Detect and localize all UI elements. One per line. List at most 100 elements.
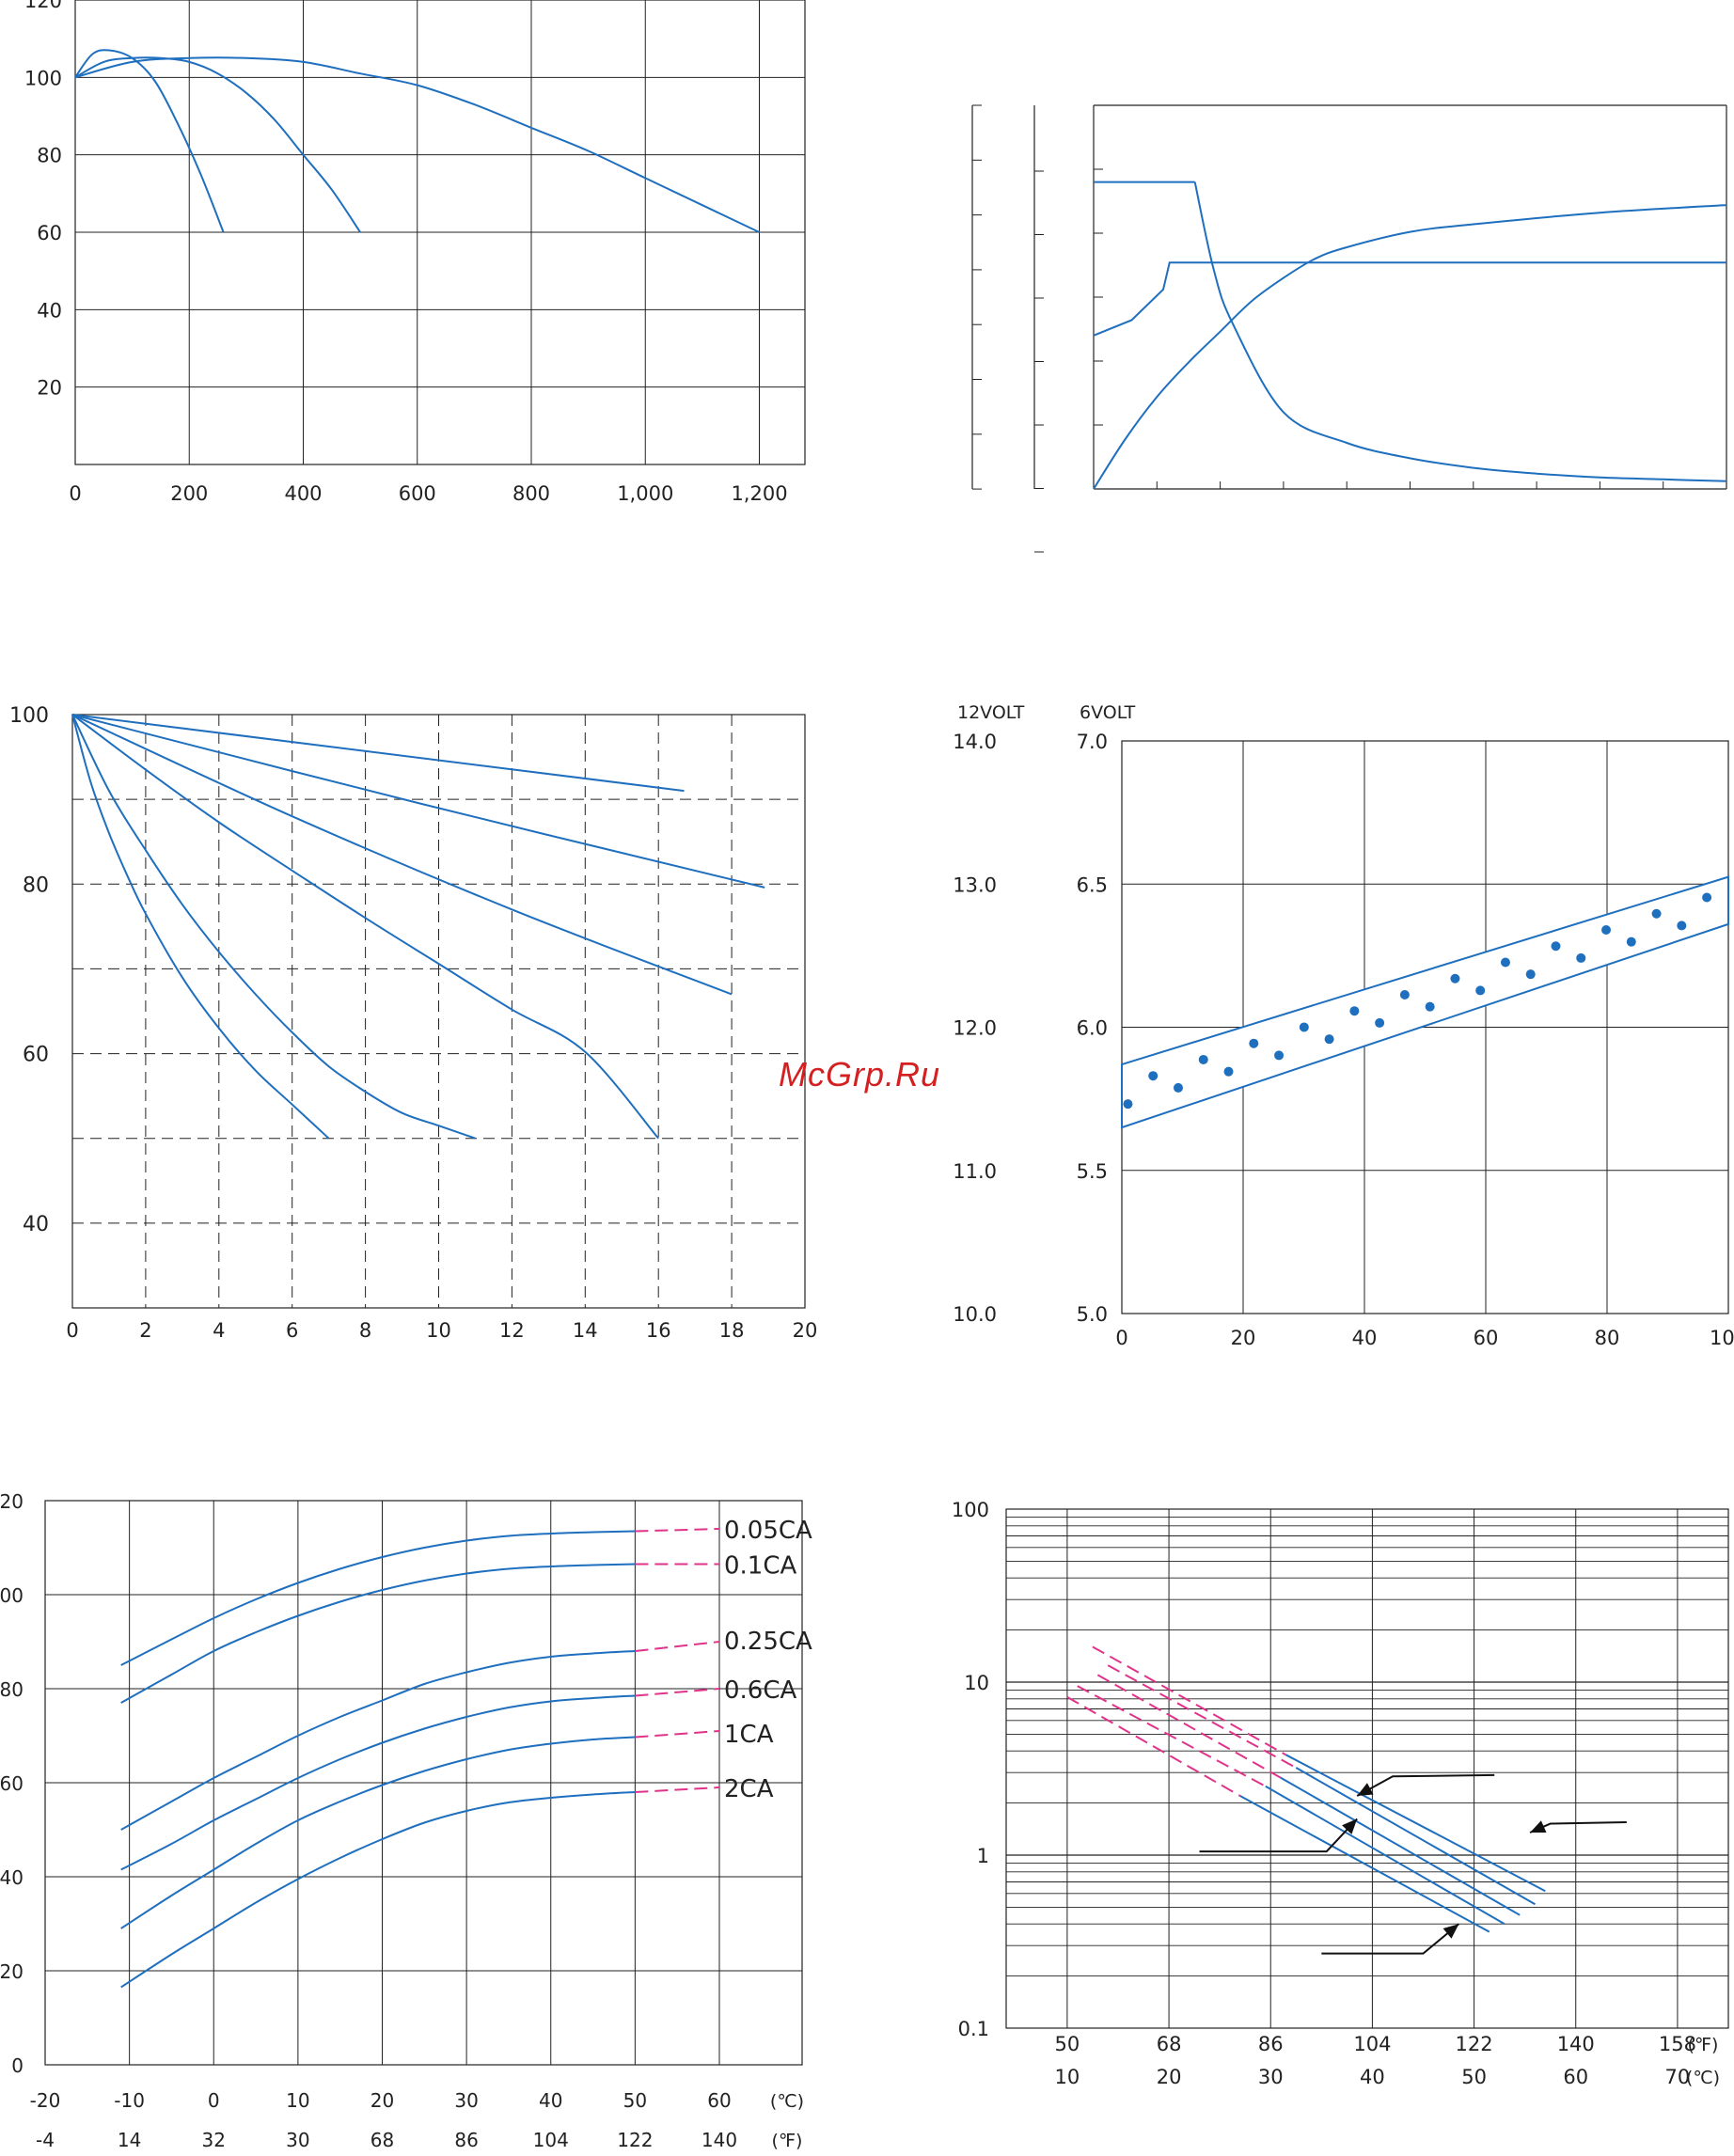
c4-band-dot — [1324, 1034, 1334, 1045]
c1-series-line-2 — [74, 56, 361, 233]
c6-frame — [1005, 1508, 1729, 2029]
c6-series-extrapolated — [1107, 1664, 1297, 1769]
c6-series-line-1 — [1285, 1754, 1546, 1893]
c4-band-dot — [1626, 936, 1636, 947]
c3-series-line-2 — [71, 714, 765, 889]
c4-band-dot — [1249, 1038, 1259, 1048]
c5-series-line-4 — [120, 1694, 636, 1871]
c5-xtick-fahrenheit: 14 — [118, 2129, 141, 2151]
c5-series-label: 0.25CA — [724, 1628, 812, 1656]
c6-ytick-label: 0.1 — [958, 2018, 989, 2040]
c5-series-extension — [635, 1688, 720, 1697]
c6-arrow-head — [1530, 1820, 1547, 1833]
c3-xtick-label: 4 — [213, 1319, 225, 1342]
c5-series-label: 0.1CA — [724, 1552, 797, 1581]
c4-band-dot — [1299, 1022, 1309, 1032]
c6-xtick-celsius: 20 — [1157, 2066, 1182, 2088]
c4-xtick-label: 100 — [1710, 1327, 1734, 1349]
c5-xtick-celsius: -10 — [114, 2089, 145, 2112]
c1-ytick-label: 100 — [24, 67, 62, 89]
c5-xtick-fahrenheit: 86 — [454, 2129, 478, 2151]
c5-series-extension — [635, 1786, 720, 1793]
c1-series-line-1 — [74, 49, 225, 233]
c5-series-line-5 — [120, 1736, 636, 1929]
c4-ytick-right: 5.5 — [1077, 1160, 1108, 1183]
c6-x-unit-celsius: (℃) — [1686, 2068, 1720, 2088]
c4-band-dot — [1198, 1054, 1208, 1064]
c3-ytick-label: 40 — [23, 1213, 49, 1236]
c1-xtick-label: 1,200 — [731, 482, 787, 505]
c4-band-dot — [1274, 1050, 1285, 1061]
c6-xtick-celsius: 60 — [1563, 2066, 1588, 2088]
c5-xtick-fahrenheit: 104 — [533, 2129, 569, 2151]
c6-series-line-3 — [1280, 1776, 1521, 1916]
c5-xtick-fahrenheit: 68 — [370, 2129, 394, 2151]
c2-series-line-1-decay — [1193, 181, 1727, 482]
c4-band-dot — [1601, 924, 1612, 935]
c5-xtick-celsius: 60 — [707, 2089, 731, 2112]
c4-band-dot — [1425, 1001, 1435, 1012]
c3-xtick-label: 20 — [793, 1319, 818, 1342]
c4-ytick-left: 10.0 — [953, 1303, 997, 1326]
c4-ytick-left: 11.0 — [953, 1160, 997, 1183]
c3-ytick-label: 100 — [9, 704, 49, 728]
c6-x-unit-fahrenheit: (℉) — [1688, 2035, 1719, 2055]
c5-xtick-celsius: 30 — [454, 2089, 478, 2112]
c3-xtick-label: 2 — [139, 1319, 151, 1342]
c1-ytick-label: 40 — [37, 299, 62, 322]
c2-series-line-2 — [1093, 261, 1726, 337]
c4-ytick-left: 13.0 — [953, 873, 997, 896]
c6-ytick-label: 100 — [952, 1499, 989, 1521]
c5-xtick-fahrenheit: 30 — [286, 2129, 309, 2151]
c5-ytick-label: 100 — [0, 1584, 24, 1607]
c5-xtick-fahrenheit: 140 — [701, 2129, 737, 2151]
c3-xtick-label: 8 — [359, 1319, 371, 1342]
c6-arrow-head — [1442, 1924, 1459, 1939]
c3-ytick-label: 80 — [23, 873, 49, 897]
c3-ytick-label: 60 — [23, 1044, 49, 1067]
c6-arrow-head — [1357, 1783, 1374, 1796]
c4-xtick-label: 0 — [1115, 1327, 1127, 1349]
c4-axis-title-right: 6VOLT — [1080, 702, 1136, 723]
c1-ytick-label: 20 — [37, 377, 62, 400]
c4-band-dot — [1651, 908, 1662, 919]
c4-band-dot — [1450, 973, 1460, 984]
c6-series-line-2 — [1295, 1767, 1536, 1906]
c5-series-extension — [635, 1730, 720, 1739]
c5-series-line-6 — [120, 1791, 636, 1989]
c6-ytick-label: 1 — [977, 1845, 989, 1867]
c3-xtick-label: 18 — [719, 1319, 745, 1342]
c1-ytick-label: 60 — [37, 222, 62, 244]
c4-band-dot — [1576, 952, 1586, 963]
c4-ytick-left: 14.0 — [953, 731, 997, 753]
c6-series-extrapolated — [1066, 1695, 1241, 1797]
c5-xtick-celsius: 10 — [286, 2089, 309, 2112]
c4-band-dot — [1173, 1082, 1183, 1093]
c6-series-extrapolated — [1096, 1674, 1282, 1779]
c5-series-line-3 — [120, 1650, 636, 1831]
c1-xtick-label: 400 — [284, 482, 322, 505]
c4-xtick-label: 40 — [1352, 1327, 1378, 1349]
c5-x-unit-fahrenheit: (℉) — [772, 2131, 803, 2151]
c4-band-dot — [1551, 941, 1561, 952]
c5-series-line-1 — [120, 1530, 636, 1666]
c6-xtick-fahrenheit: 68 — [1157, 2033, 1182, 2055]
c5-x-unit-celsius: (℃) — [770, 2091, 804, 2112]
c6-arrow-line — [1321, 1923, 1459, 1955]
c1-ytick-label: 120 — [24, 0, 62, 12]
c6-xtick-celsius: 40 — [1360, 2066, 1385, 2088]
c5-xtick-fahrenheit: -4 — [36, 2129, 55, 2151]
c6-series-extrapolated — [1092, 1645, 1286, 1756]
c5-xtick-celsius: 40 — [539, 2089, 562, 2112]
c4-band-dot — [1702, 892, 1712, 903]
c6-xtick-celsius: 50 — [1461, 2066, 1487, 2088]
c1-ytick-label: 80 — [37, 145, 62, 167]
c6-series-extrapolated — [1077, 1685, 1267, 1787]
c4-band-dot — [1500, 957, 1510, 968]
c6-xtick-celsius: 30 — [1258, 2066, 1284, 2088]
c4-band-dot — [1475, 985, 1486, 996]
c2-series-line-3 — [1093, 204, 1727, 490]
c4-xtick-label: 80 — [1595, 1327, 1620, 1349]
